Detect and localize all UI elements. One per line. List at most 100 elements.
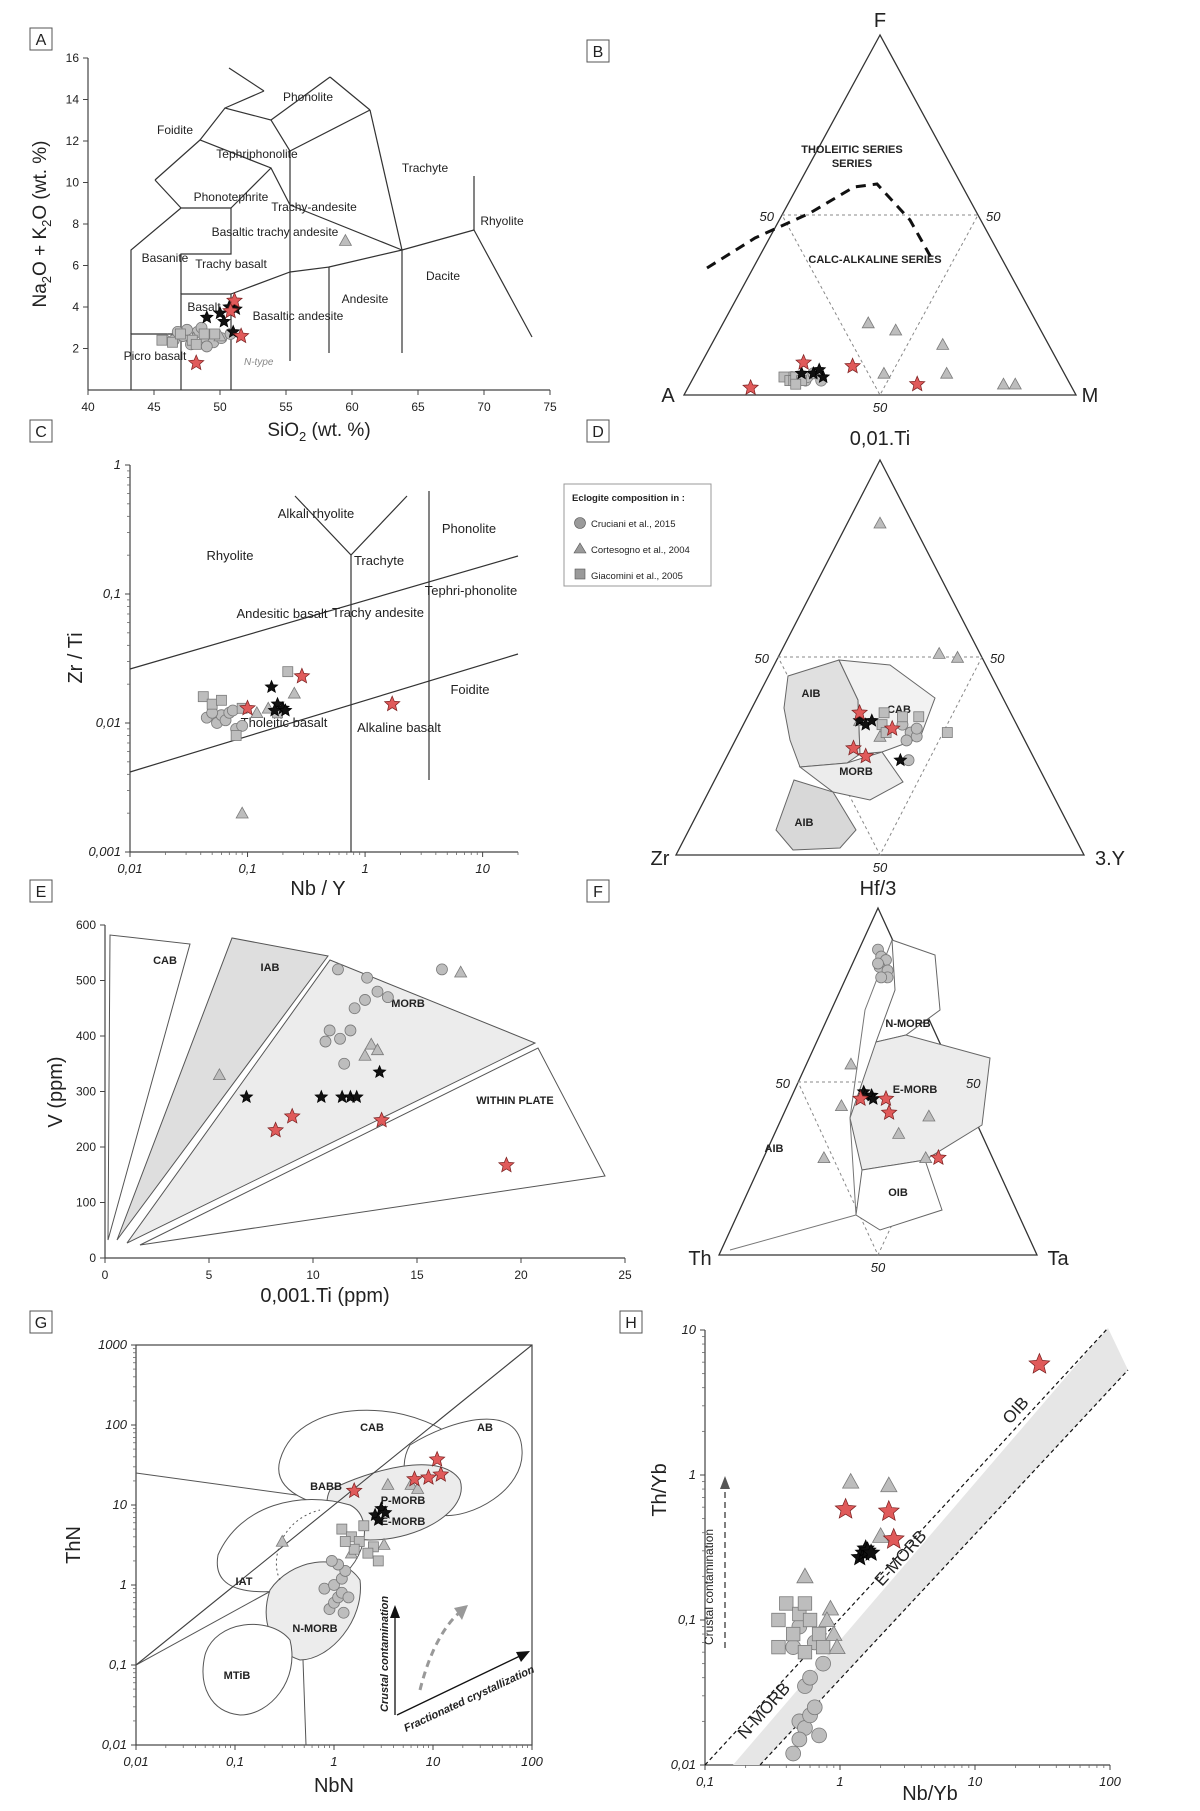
panel-e-label: E (36, 884, 47, 901)
y-tick-label: 0,01 (671, 1757, 696, 1772)
data-point-circle (815, 1655, 831, 1672)
data-point-triangle (891, 1126, 906, 1139)
field-label: Trachy andesite (332, 605, 424, 620)
x-tick-label: 20 (514, 1268, 528, 1282)
panel-c-field-labels: Alkali rhyolite Rhyolite Phonolite Trach… (207, 506, 518, 735)
y-tick-label: 0 (89, 1251, 96, 1265)
y-tick-label: 500 (76, 974, 96, 988)
data-point-star (283, 1107, 301, 1124)
data-point-star (861, 1543, 881, 1561)
y-tick-label: 6 (72, 259, 79, 273)
x-tick-label: 60 (345, 400, 359, 414)
x-tick-label: 10 (475, 861, 490, 876)
data-point-circle (319, 1035, 332, 1048)
x-tick-label: 0,1 (696, 1774, 714, 1789)
x-tick-label: 40 (81, 400, 95, 414)
panel-d: D 0,01.Ti Zr 3.Y 50 50 50 AIB CAB MORB A… (563, 419, 1125, 875)
data-point-triangle (410, 1481, 425, 1494)
data-point-circle (910, 722, 923, 735)
field-label: Basanite (142, 251, 189, 265)
data-point-star (794, 365, 809, 380)
data-point-star (845, 739, 862, 756)
data-point-star (852, 1089, 869, 1107)
data-point-circle (806, 1699, 823, 1716)
data-point-triangle (275, 1534, 289, 1547)
data-point-star (497, 1156, 515, 1173)
x-tick-label: 100 (521, 1754, 543, 1769)
data-point-square (282, 666, 294, 678)
legend-box (563, 483, 712, 587)
y-tick-label: 4 (72, 300, 79, 314)
data-point-square (197, 691, 209, 703)
data-point-triangle (364, 1037, 378, 1050)
panel-g-diagonal (135, 1344, 533, 1666)
panel-g-axes: 0,01 0,1 1 10 100 0,01 0,1 1 10 100 1000 (98, 1337, 544, 1769)
data-point-star (864, 713, 879, 727)
data-point-star (877, 1089, 895, 1107)
data-point-square (198, 328, 210, 340)
panel-b-divider (706, 182, 935, 270)
data-point-circle (811, 1727, 827, 1744)
panel-c-xlabel: Nb / Y (290, 878, 345, 900)
panel-h-array (733, 1328, 1128, 1765)
data-point-square (913, 711, 925, 723)
data-point-star (908, 375, 926, 392)
data-point-square (771, 1612, 786, 1628)
field-label: Picro basalt (124, 349, 187, 363)
vertex-label: Ta (1047, 1248, 1069, 1270)
panel-g-label: G (35, 1315, 47, 1332)
data-point-star (882, 1527, 905, 1549)
data-point-triangle (877, 366, 891, 379)
data-point-triangle (250, 705, 264, 718)
data-point-circle (325, 1555, 338, 1567)
data-point-star (851, 703, 869, 721)
data-point-square (167, 336, 178, 348)
y-tick-label: 1000 (98, 1337, 128, 1352)
panel-f-points (817, 943, 947, 1166)
mid-label: 50 (873, 860, 888, 875)
y-tick-label: 0,1 (103, 586, 121, 601)
panel-a-xlabel: SiO2 (wt. %) (267, 420, 370, 444)
panel-h-xlabel: Nb/Yb (902, 1783, 958, 1805)
data-point-triangle (338, 233, 353, 246)
data-point-triangle (873, 516, 887, 529)
data-point-star (267, 1121, 285, 1138)
data-point-triangle (950, 650, 965, 663)
data-point-triangle (919, 1151, 933, 1164)
data-point-star (406, 1470, 423, 1487)
field-label: WITHIN PLATE (476, 1095, 553, 1107)
data-point-star (372, 1064, 387, 1079)
data-point-triangle (818, 1611, 836, 1627)
x-tick-label: 10 (306, 1268, 320, 1282)
x-tick-label: 0,01 (117, 861, 142, 876)
panel-b: B F A M 50 50 50 THOLEITIC SERIES SERIES… (586, 10, 1098, 415)
field-label: N-MORB (885, 1018, 930, 1030)
panel-b-midlines (781, 214, 979, 397)
field-label: E-MORB (893, 1084, 938, 1096)
data-point-circle (328, 1579, 340, 1591)
x-tick-label: 10 (968, 1774, 983, 1789)
data-point-circle (334, 1032, 346, 1045)
field-label: Rhyolite (207, 548, 254, 563)
field-label: AIB (795, 817, 814, 829)
data-point-circle (802, 1669, 818, 1686)
data-point-triangle (821, 1599, 840, 1616)
data-point-star (929, 1148, 947, 1166)
y-tick-label: 100 (76, 1196, 96, 1210)
data-point-star (816, 369, 831, 384)
panel-a: A 40 45 50 55 60 65 70 75 2 4 6 8 10 12 14 16 SiO2 (wt.… (29, 27, 557, 444)
data-point-square (230, 730, 242, 741)
y-tick-label: 300 (76, 1085, 96, 1099)
data-point-star (199, 309, 214, 324)
x-tick-label: 70 (477, 400, 491, 414)
field-label-tholeitic: THOLEITIC SERIES (801, 144, 902, 156)
data-point-star (834, 1497, 857, 1519)
y-tick-label: 200 (76, 1140, 96, 1154)
data-point-square (771, 1639, 786, 1655)
field-label: Andesitic basalt (236, 606, 327, 621)
panel-a-label: A (36, 32, 47, 49)
x-tick-label: 75 (543, 400, 557, 414)
mid-label: 50 (871, 1260, 886, 1275)
y-tick-label: 0,1 (109, 1657, 127, 1672)
